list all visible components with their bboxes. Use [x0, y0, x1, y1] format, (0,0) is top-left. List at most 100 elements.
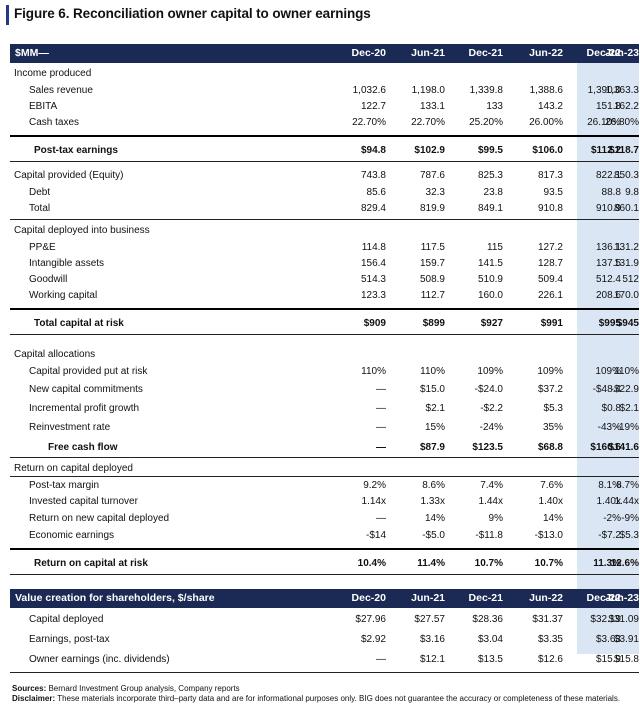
table-row-label: Capital deployed [29, 614, 104, 625]
table-row-value: 156.4 [326, 258, 386, 269]
section-heading-deployed: Capital deployed into business [10, 223, 639, 239]
table-row-value: -$22.9 [579, 384, 639, 395]
table-row: Return on new capital deployed —14% 9% 14% -… [10, 511, 639, 527]
section-rule [10, 219, 639, 220]
table-row-value: $13.5 [443, 654, 503, 665]
table-row-value: -$11.8 [443, 530, 503, 541]
table-row-value: 143.2 [503, 101, 563, 112]
total-row-value: 11.4% [385, 558, 445, 569]
table-row-value: 509.4 [503, 274, 563, 285]
table-row-value: 133.1 [385, 101, 445, 112]
disclaimer-note: Disclaimer: These materials incorporate … [12, 694, 632, 704]
fcf-row-label: Free cash flow [48, 442, 117, 453]
table-row-label: EBITA [29, 101, 57, 112]
table-row-label: Earnings, post-tax [29, 634, 110, 645]
table-row: Invested capital turnover 1.14x 1.33x 1.44x… [10, 494, 639, 510]
table-row-value: 112.7 [385, 290, 445, 301]
table-row-value: 93.5 [503, 187, 563, 198]
fcf-row-value: $141.6 [579, 442, 639, 453]
total-row-value: $909 [326, 318, 386, 329]
table-row: Capital provided (Equity) 743.8 787.6 825.3… [10, 168, 639, 184]
table-row-label: Debt [29, 187, 50, 198]
table-row-value: 9.8 [579, 187, 639, 198]
section-rule [10, 672, 639, 673]
table-row: Post-tax margin 9.2% 8.6% 7.4% 7.6% 8.1% 8.7% [10, 478, 639, 494]
table-row: Reinvestment rate — 15% -24% 35% -43% -19% [10, 420, 639, 436]
value-header-period: Jun-21 [385, 592, 445, 604]
table-row-value: 514.3 [326, 274, 386, 285]
table-row-value: 910.8 [503, 203, 563, 214]
section-rule [10, 161, 639, 162]
table-row-label: Post-tax margin [29, 480, 99, 491]
table-row-value: 127.2 [503, 242, 563, 253]
table-header-period: Dec-21 [443, 47, 503, 59]
table-row-value: $3.91 [579, 634, 639, 645]
table-row-value: 123.3 [326, 290, 386, 301]
table-row-value: 1.44x [443, 496, 503, 507]
table-row: Goodwill 514.3 508.9 510.9 509.4 512.4 512 [10, 272, 639, 288]
table-row-value: 849.1 [443, 203, 503, 214]
table-row-value: 787.6 [385, 170, 445, 181]
table-row-value: $15.0 [385, 384, 445, 395]
table-row-value: 9% [443, 513, 503, 524]
table-row-value: $12.6 [503, 654, 563, 665]
section-rule [10, 457, 639, 458]
table-row-value: 141.5 [443, 258, 503, 269]
table-row-label: Capital provided (Equity) [14, 170, 124, 181]
table-row: Incremental profit growth — $2.1 -$2.2 $5.3 $… [10, 401, 639, 417]
table-row-label: Capital provided put at risk [29, 366, 147, 377]
total-row-value: $118.7 [579, 145, 639, 156]
table-row-value: 114.8 [326, 242, 386, 253]
table-row: Sales revenue 1,032.6 1,198.0 1,339.8 1,388.… [10, 83, 639, 99]
table-row-value: -24% [443, 422, 503, 433]
table-row-value: -$24.0 [443, 384, 503, 395]
table-row-value: 1.33x [385, 496, 445, 507]
table-row-value: 162.2 [579, 101, 639, 112]
section-rule [10, 308, 639, 310]
table-header-period: Dec-20 [326, 47, 386, 59]
table-row-value: $2.1 [579, 403, 639, 414]
table-row-value: 508.9 [385, 274, 445, 285]
table-row-label: Invested capital turnover [29, 496, 138, 507]
table-row-value: 110% [579, 366, 639, 377]
table-row-value: 1,388.6 [503, 85, 563, 96]
table-row-label: Intangible assets [29, 258, 104, 269]
table-row-value: $5.3 [503, 403, 563, 414]
table-row-value: -$2.2 [443, 403, 503, 414]
total-row-value: 12.6% [579, 558, 639, 569]
table-row-value: $31.09 [579, 614, 639, 625]
table-row-value: -$13.0 [503, 530, 563, 541]
table-row-value: -$14 [326, 530, 386, 541]
table-row: EBITA 122.7 133.1 133 143.2 151.8 162.2 [10, 99, 639, 115]
table-row-value: $3.35 [503, 634, 563, 645]
section-heading-deployed-text: Capital deployed into business [14, 225, 150, 236]
table-row-label: New capital commitments [29, 384, 143, 395]
table-row: Debt 85.6 32.3 23.8 93.5 88.8 9.8 [10, 185, 639, 201]
table-row-value: 122.7 [326, 101, 386, 112]
value-header-period: Dec-20 [326, 592, 386, 604]
table-row: Capital deployed $27.96 $27.57 $28.36 $31.37… [10, 612, 639, 628]
table-row-value: 860.1 [579, 203, 639, 214]
table-row: PP&E 114.8 117.5 115 127.2 136.1 131.2 [10, 240, 639, 256]
table-row-value: 1,198.0 [385, 85, 445, 96]
value-header-label: Value creation for shareholders, $/share [15, 592, 215, 604]
table-row-label: Total [29, 203, 50, 214]
fcf-row-value: $87.9 [385, 442, 445, 453]
table-row-value: $31.37 [503, 614, 563, 625]
value-header-period: Jun-23 [579, 592, 639, 604]
table-row-label: Economic earnings [29, 530, 114, 541]
table-row-value: 159.7 [385, 258, 445, 269]
table-row-value: 510.9 [443, 274, 503, 285]
total-row-label: Post-tax earnings [34, 145, 118, 156]
table-row-value: 32.3 [385, 187, 445, 198]
table-row-value: — [326, 654, 386, 665]
total-row-value: $106.0 [503, 145, 563, 156]
table-row-value: 829.4 [326, 203, 386, 214]
disclaimer-text: These materials incorporate third–party … [57, 694, 620, 703]
section-rule [10, 574, 639, 575]
table-row-value: 8.6% [385, 480, 445, 491]
table-row-value: 14% [503, 513, 563, 524]
table-row-value: $27.57 [385, 614, 445, 625]
table-row-value: 1,339.8 [443, 85, 503, 96]
table-row-value: -9% [579, 513, 639, 524]
